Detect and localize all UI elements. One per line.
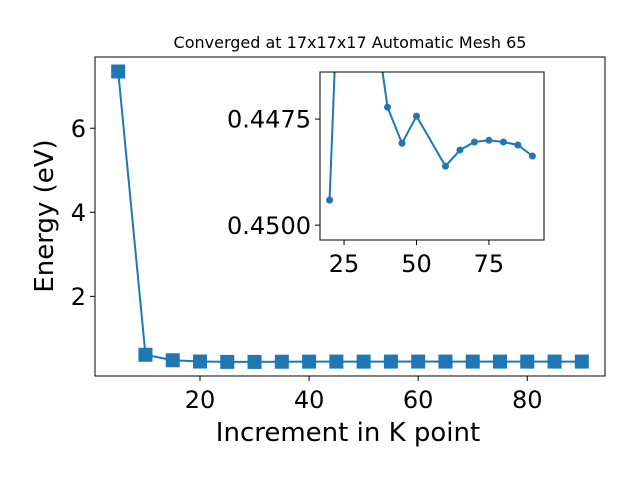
x-tick-label: 40 — [294, 386, 325, 414]
y-tick-label: 6 — [71, 115, 86, 143]
marker — [220, 354, 235, 369]
y-tick-label: 0.4475 — [227, 106, 311, 134]
marker — [329, 354, 344, 369]
plot-clip — [326, 72, 536, 204]
marker — [499, 138, 507, 146]
marker — [138, 347, 153, 362]
marker — [302, 354, 317, 369]
marker — [398, 139, 406, 147]
marker — [514, 141, 522, 149]
marker — [470, 138, 478, 146]
marker — [528, 152, 536, 160]
marker — [111, 64, 126, 79]
marker — [485, 136, 493, 144]
marker — [356, 354, 371, 369]
marker — [165, 353, 180, 368]
chart-title: Converged at 17x17x17 Automatic Mesh 65 — [174, 33, 527, 52]
marker — [456, 146, 464, 154]
x-tick-label: 20 — [185, 386, 216, 414]
marker — [274, 354, 289, 369]
x-axis-label: Increment in K point — [216, 418, 480, 448]
x-tick-label: 75 — [474, 250, 505, 278]
plot-clip — [111, 64, 589, 369]
x-tick-label: 80 — [512, 386, 543, 414]
y-axis-label: Energy (eV) — [30, 139, 60, 292]
marker — [247, 354, 262, 369]
marker — [411, 354, 426, 369]
marker — [441, 162, 449, 170]
marker — [520, 354, 535, 369]
y-tick-label: 4 — [71, 199, 86, 227]
marker — [326, 196, 334, 204]
marker — [547, 354, 562, 369]
marker — [438, 354, 453, 369]
marker — [384, 103, 392, 111]
y-tick-label: 0.4500 — [227, 212, 311, 240]
x-tick-label: 50 — [401, 250, 432, 278]
marker — [465, 354, 480, 369]
x-tick-label: 25 — [329, 250, 360, 278]
marker — [383, 354, 398, 369]
marker — [412, 112, 420, 120]
x-tick-label: 60 — [403, 386, 434, 414]
plot-area — [320, 72, 544, 240]
marker — [493, 354, 507, 369]
axes-frame — [319, 71, 545, 241]
marker — [574, 354, 589, 369]
marker — [193, 354, 207, 369]
axes-frame — [94, 56, 606, 377]
y-tick-label: 2 — [71, 283, 86, 311]
